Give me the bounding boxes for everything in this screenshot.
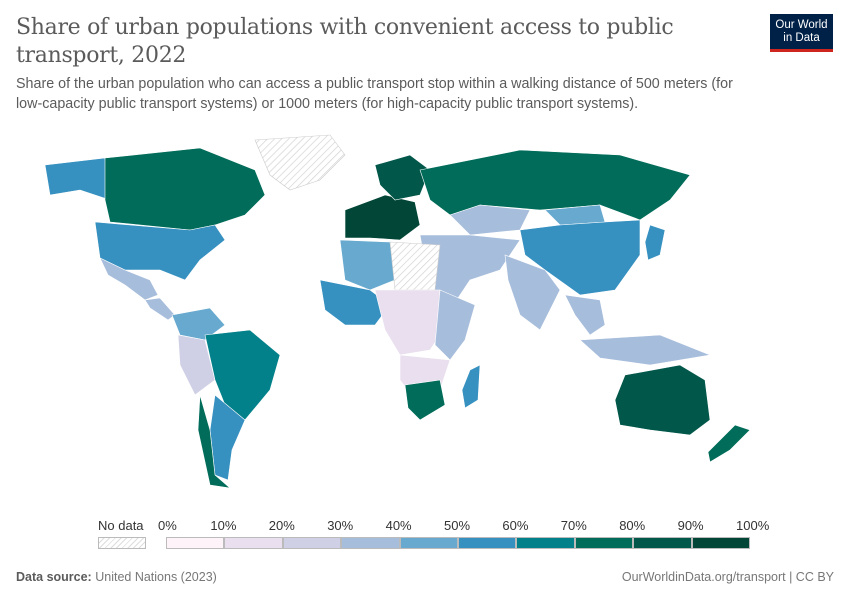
region-south-africa[interactable]: [404, 379, 446, 421]
legend-bin[interactable]: [399, 537, 458, 549]
source-label: Data source:: [16, 570, 92, 584]
legend-no-data-label: No data: [98, 518, 144, 533]
legend-bin[interactable]: [633, 537, 692, 549]
region-chile[interactable]: [197, 394, 231, 489]
legend-tick-label: 70%: [560, 518, 587, 533]
region-china[interactable]: [519, 219, 641, 296]
region-canada[interactable]: [104, 147, 266, 231]
region-japan[interactable]: [644, 224, 666, 261]
region-scandinavia[interactable]: [374, 154, 431, 201]
data-source: Data source: United Nations (2023): [16, 570, 217, 584]
legend-bin[interactable]: [282, 537, 342, 549]
legend-tick-label: 40%: [385, 518, 412, 533]
owid-logo[interactable]: Our World in Data: [770, 14, 833, 52]
legend-tick-label: 20%: [268, 518, 295, 533]
region-alaska[interactable]: [44, 157, 111, 201]
region-madagascar[interactable]: [461, 364, 481, 409]
legend-tick-label: 50%: [444, 518, 471, 533]
legend-bin[interactable]: [458, 537, 517, 549]
legend-tick-label: 0%: [158, 518, 177, 533]
region-kazakhstan[interactable]: [449, 204, 531, 236]
region-colombia-venezuela[interactable]: [171, 307, 226, 341]
source-value[interactable]: United Nations (2023): [95, 570, 217, 584]
region-peru-bolivia[interactable]: [177, 334, 216, 396]
region-australia[interactable]: [614, 364, 711, 436]
legend-tick-label: 30%: [327, 518, 354, 533]
subtitle: Share of the urban population who can ac…: [16, 76, 733, 112]
region-north-africa[interactable]: [339, 239, 396, 291]
legend-bin[interactable]: [166, 537, 225, 549]
region-brazil[interactable]: [204, 329, 281, 421]
world-map: [44, 134, 751, 489]
legend-tick-label: 90%: [677, 518, 704, 533]
legend-bin[interactable]: [516, 537, 575, 549]
legend-tick-label: 10%: [210, 518, 237, 533]
logo-line-2: in Data: [783, 32, 820, 44]
legend-tick-label: 60%: [502, 518, 529, 533]
region-west-africa[interactable]: [319, 279, 391, 326]
legend-tick-label: 80%: [619, 518, 646, 533]
region-mexico[interactable]: [99, 257, 159, 301]
region-sahara-no-data[interactable]: [389, 241, 441, 291]
region-indonesia[interactable]: [579, 334, 712, 366]
region-east-africa[interactable]: [434, 289, 476, 361]
region-southeast-asia[interactable]: [564, 294, 606, 336]
legend-tick-label: 100%: [736, 518, 770, 533]
footer-url[interactable]: OurWorldinData.org/transport | CC BY: [621, 570, 834, 584]
region-greenland[interactable]: [254, 134, 346, 191]
legend-no-data-swatch[interactable]: [98, 537, 146, 549]
legend-bin[interactable]: [224, 537, 283, 549]
region-india[interactable]: [504, 254, 561, 331]
logo-line-1: Our World: [775, 19, 828, 31]
region-russia[interactable]: [419, 149, 691, 221]
region-central-america[interactable]: [144, 297, 176, 321]
region-new-zealand[interactable]: [707, 424, 751, 463]
region-western-europe[interactable]: [344, 194, 421, 241]
legend-bin[interactable]: [574, 537, 634, 549]
page-title: Share of urban populations with convenie…: [16, 15, 674, 68]
legend-bin[interactable]: [341, 537, 400, 549]
legend-bin[interactable]: [691, 537, 750, 549]
